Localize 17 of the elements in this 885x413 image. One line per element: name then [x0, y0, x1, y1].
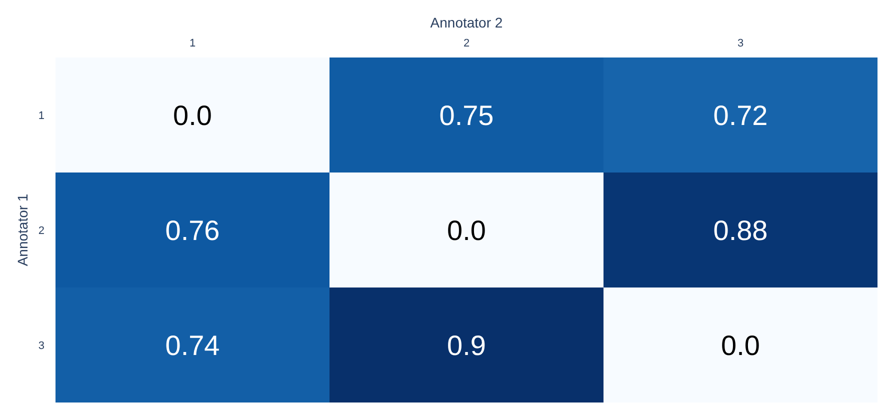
y-tick-label: 2: [38, 225, 45, 237]
data-label: 0.0: [447, 215, 486, 246]
x-tick-label: 2: [463, 38, 470, 50]
data-label: 0.72: [713, 100, 768, 131]
y-axis-title: Annotator 1: [14, 194, 30, 266]
x-tick-label: 3: [737, 38, 744, 50]
data-label: 0.0: [721, 330, 760, 361]
y-tick-label: 1: [38, 110, 45, 122]
x-axis-title: Annotator 2: [430, 14, 503, 30]
data-label: 0.0: [173, 100, 212, 131]
data-label: 0.76: [165, 215, 220, 246]
data-label: 0.75: [439, 100, 494, 131]
y-tick-label: 3: [38, 340, 45, 352]
data-label: 0.9: [447, 330, 486, 361]
data-label: 0.74: [165, 330, 220, 361]
x-tick-label: 1: [189, 38, 196, 50]
data-label: 0.88: [713, 215, 768, 246]
